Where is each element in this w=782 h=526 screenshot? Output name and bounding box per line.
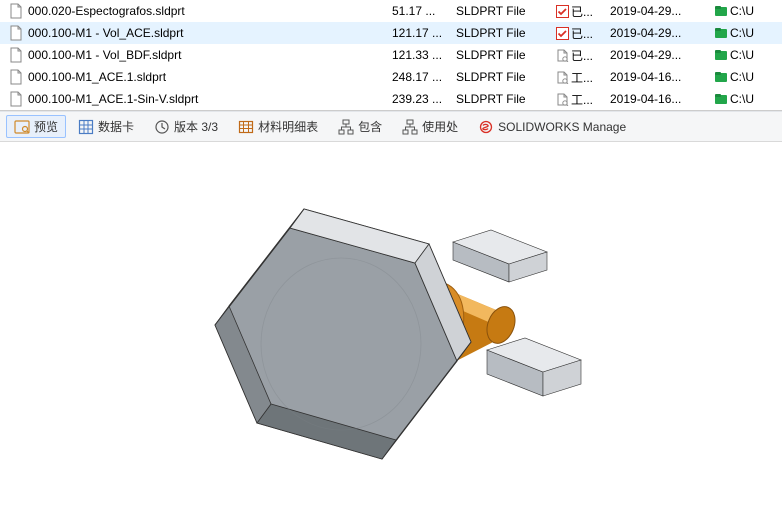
model-3d-view[interactable]	[191, 172, 591, 492]
doc-status-icon	[556, 49, 569, 62]
path-text: C:\U	[730, 48, 754, 62]
file-icon	[8, 91, 24, 107]
file-size-cell: 121.17 ...	[392, 26, 456, 40]
path-text: C:\U	[730, 70, 754, 84]
clock-icon	[154, 119, 170, 135]
status-text: 工...	[571, 69, 593, 86]
file-date-cell: 2019-04-29...	[610, 48, 714, 62]
status-text: 工...	[571, 91, 593, 108]
file-row[interactable]: 000.100-M1 - Vol_ACE.sldprt 121.17 ... S…	[0, 22, 782, 44]
doc-status-icon	[556, 71, 569, 84]
tab-tree[interactable]: 包含	[330, 115, 390, 138]
file-icon	[8, 47, 24, 63]
folder-icon	[714, 4, 728, 18]
file-type-cell: SLDPRT File	[456, 26, 556, 40]
file-path-cell: C:\U	[714, 48, 782, 62]
status-text: 已...	[571, 3, 593, 20]
file-size-cell: 248.17 ...	[392, 70, 456, 84]
tree-icon	[338, 119, 354, 135]
datagrid-icon	[78, 119, 94, 135]
folder-icon	[714, 48, 728, 62]
file-date-cell: 2019-04-16...	[610, 70, 714, 84]
tab-label: 使用处	[422, 118, 458, 135]
file-status-cell: 工...	[556, 91, 610, 108]
tab-label: 材料明细表	[258, 118, 318, 135]
table-icon	[238, 119, 254, 135]
tab-swmanage[interactable]: SOLIDWORKS Manage	[470, 116, 634, 138]
file-name-cell: 000.100-M1_ACE.1.sldprt	[28, 70, 392, 84]
file-path-cell: C:\U	[714, 92, 782, 106]
file-date-cell: 2019-04-29...	[610, 26, 714, 40]
file-size-cell: 239.23 ...	[392, 92, 456, 106]
file-name-cell: 000.100-M1 - Vol_BDF.sldprt	[28, 48, 392, 62]
file-status-cell: 已...	[556, 47, 610, 64]
file-row[interactable]: 000.100-M1_ACE.1-Sin-V.sldprt 239.23 ...…	[0, 88, 782, 110]
file-icon	[8, 25, 24, 41]
tab-label: 版本 3/3	[174, 118, 218, 135]
tab-usage[interactable]: 使用处	[394, 115, 466, 138]
file-row[interactable]: 000.100-M1 - Vol_BDF.sldprt 121.33 ... S…	[0, 44, 782, 66]
file-path-cell: C:\U	[714, 70, 782, 84]
file-status-cell: 已...	[556, 3, 610, 20]
usage-icon	[402, 119, 418, 135]
preview-pane[interactable]	[0, 142, 782, 522]
file-list: 000.020-Espectografos.sldprt 51.17 ... S…	[0, 0, 782, 110]
folder-icon	[714, 92, 728, 106]
file-name-cell: 000.100-M1_ACE.1-Sin-V.sldprt	[28, 92, 392, 106]
tab-label: 数据卡	[98, 118, 134, 135]
tab-label: 包含	[358, 118, 382, 135]
folder-icon	[714, 26, 728, 40]
path-text: C:\U	[730, 4, 754, 18]
tab-label: SOLIDWORKS Manage	[498, 120, 626, 134]
preview-icon	[14, 119, 30, 135]
tab-table[interactable]: 材料明细表	[230, 115, 326, 138]
clamp-upper	[453, 230, 547, 282]
file-type-cell: SLDPRT File	[456, 92, 556, 106]
file-type-cell: SLDPRT File	[456, 70, 556, 84]
path-text: C:\U	[730, 92, 754, 106]
file-type-cell: SLDPRT File	[456, 4, 556, 18]
file-date-cell: 2019-04-16...	[610, 92, 714, 106]
clamp-lower	[487, 338, 581, 396]
preview-tabs-toolbar: 预览 数据卡 版本 3/3 材料明细表 包含 使用处 SOLIDWORKS Ma…	[0, 112, 782, 142]
tab-clock[interactable]: 版本 3/3	[146, 115, 226, 138]
file-name-cell: 000.020-Espectografos.sldprt	[28, 4, 392, 18]
file-status-cell: 工...	[556, 69, 610, 86]
file-type-cell: SLDPRT File	[456, 48, 556, 62]
file-icon	[8, 3, 24, 19]
tab-label: 预览	[34, 118, 58, 135]
file-icon	[8, 69, 24, 85]
swmanage-icon	[478, 119, 494, 135]
file-size-cell: 51.17 ...	[392, 4, 456, 18]
file-date-cell: 2019-04-29...	[610, 4, 714, 18]
doc-status-icon	[556, 93, 569, 106]
file-path-cell: C:\U	[714, 26, 782, 40]
tab-preview[interactable]: 预览	[6, 115, 66, 138]
hex-head	[215, 209, 471, 459]
tab-datagrid[interactable]: 数据卡	[70, 115, 142, 138]
status-text: 已...	[571, 47, 593, 64]
folder-icon	[714, 70, 728, 84]
checked-icon	[556, 27, 569, 40]
path-text: C:\U	[730, 26, 754, 40]
file-path-cell: C:\U	[714, 4, 782, 18]
status-text: 已...	[571, 25, 593, 42]
file-status-cell: 已...	[556, 25, 610, 42]
file-row[interactable]: 000.020-Espectografos.sldprt 51.17 ... S…	[0, 0, 782, 22]
checked-icon	[556, 5, 569, 18]
file-row[interactable]: 000.100-M1_ACE.1.sldprt 248.17 ... SLDPR…	[0, 66, 782, 88]
file-size-cell: 121.33 ...	[392, 48, 456, 62]
file-name-cell: 000.100-M1 - Vol_ACE.sldprt	[28, 26, 392, 40]
